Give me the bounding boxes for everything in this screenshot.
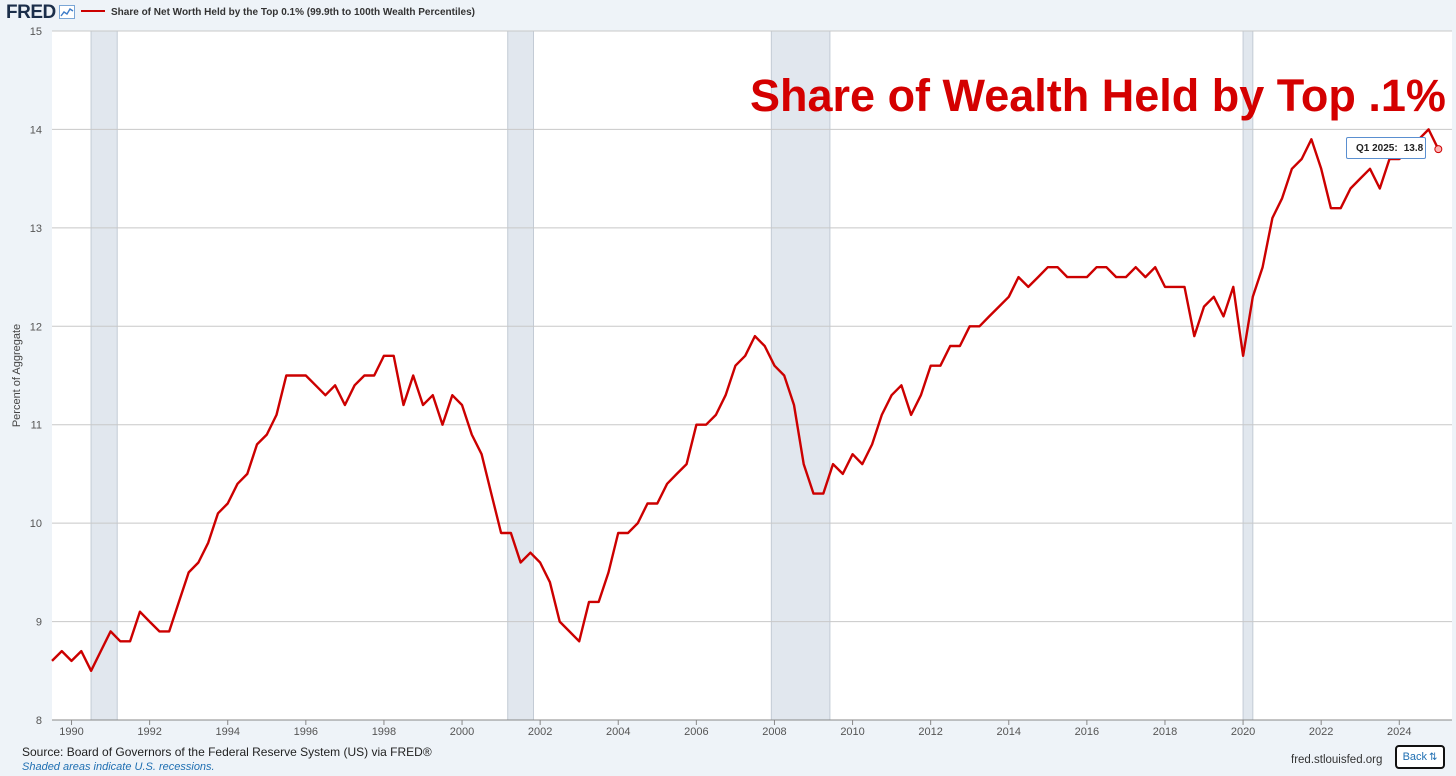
back-button[interactable]: Back ⇅ [1395,745,1445,769]
recession-shading-layer [90,30,1254,721]
x-tick-label: 2022 [1309,726,1333,738]
y-tick-label: 9 [36,617,42,629]
data-tooltip: Q1 2025: 13.8 [1346,137,1426,159]
x-tick-label: 2008 [762,726,786,738]
x-tick-label: 2018 [1153,726,1177,738]
x-tick-label: 2004 [606,726,630,738]
x-tick-label: 2002 [528,726,552,738]
y-tick-labels: 8 9 10 11 12 13 14 15 [30,26,42,727]
recession-band-2 [770,30,831,721]
x-tick-label: 2010 [840,726,864,738]
recession-band-0 [90,30,118,721]
back-arrows-icon: ⇅ [1429,751,1438,763]
tooltip-label: Q1 2025: [1356,142,1398,154]
x-tick-label: 2016 [1075,726,1099,738]
legend: Share of Net Worth Held by the Top 0.1% … [81,7,475,18]
hover-point[interactable] [1434,145,1443,154]
site-url[interactable]: fred.stlouisfed.org [1291,754,1383,766]
x-tick-label: 2006 [684,726,708,738]
series-layer [51,128,1443,672]
source-note: Source: Board of Governors of the Federa… [22,745,432,759]
series-line-0 [51,128,1440,672]
legend-label: Share of Net Worth Held by the Top 0.1% … [111,7,475,18]
legend-swatch [81,10,105,13]
fred-trend-icon [59,5,75,19]
y-tick-label: 14 [30,124,42,136]
x-tick-label: 1992 [137,726,161,738]
y-tick-label: 12 [30,321,42,333]
tooltip-value: 13.8 [1403,142,1424,154]
x-tick-label: 2012 [918,726,942,738]
x-tick-label: 1998 [372,726,396,738]
x-tick-label: 2020 [1231,726,1255,738]
y-tick-label: 15 [30,26,42,38]
fred-logo[interactable]: FRED [6,2,56,23]
x-tick-labels: 1990 1992 1994 1996 1998 2000 2002 2004 2006 2008… [52,719,1452,738]
overlay-title: Share of Wealth Held by Top .1% [750,70,1446,121]
x-tick-label: 2014 [997,726,1021,738]
y-tick-label: 13 [30,223,42,235]
x-tick-label: 1994 [215,726,239,738]
recession-note[interactable]: Shaded areas indicate U.S. recessions. [22,761,215,773]
x-tick-label: 1996 [294,726,318,738]
recession-band-1 [507,30,535,721]
back-button-label: Back [1402,751,1428,763]
y-axis-label: Percent of Aggregate [11,324,23,427]
x-tick-label: 2024 [1387,726,1411,738]
plot-area [52,31,1452,720]
x-tick-label: 1990 [59,726,83,738]
x-tick-label: 2000 [450,726,474,738]
y-tick-label: 11 [31,420,42,432]
y-tick-label: 8 [36,715,42,727]
y-tick-label: 10 [30,518,42,530]
recession-band-3 [1242,30,1254,721]
